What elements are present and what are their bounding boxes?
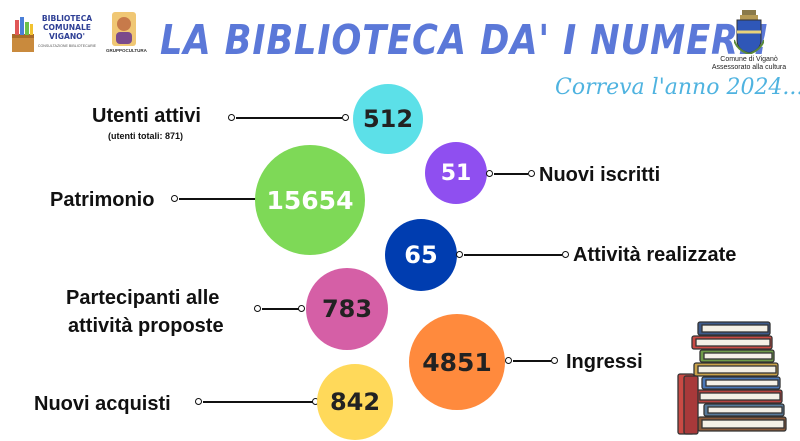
gruppocultura-logo: GRUPPOCULTURA [106, 12, 147, 56]
partecipanti-label-line2: attività proposte [68, 315, 224, 337]
connector-line [262, 308, 300, 310]
connector-dot [562, 251, 569, 258]
partecipanti-label-line1: Partecipanti alle [66, 287, 220, 309]
books-box-icon [12, 17, 34, 52]
municipal-crest-icon [734, 10, 764, 54]
nuovi-acquisti-label: Nuovi acquisti [34, 393, 171, 415]
comune-name: Comune di Viganò [720, 56, 778, 63]
utenti-attivi-circle: 512 [353, 84, 423, 154]
nuovi-acquisti-circle: 842 [317, 364, 393, 440]
page-title: LA BIBLIOTECA DA' I NUMERI! [160, 16, 770, 64]
book-stack-icon [677, 321, 787, 435]
attivita-label: Attività realizzate [573, 244, 737, 266]
nuovi-iscritti-label: Nuovi iscritti [539, 164, 661, 186]
patrimonio-circle: 15654 [255, 145, 365, 255]
connector-dot [528, 170, 535, 177]
utenti-attivi-label: Utenti attivi [92, 105, 201, 127]
attivita-circle: 65 [385, 219, 457, 291]
connector-line [203, 401, 318, 403]
nuovi-iscritti-circle: 51 [425, 142, 487, 204]
page-subtitle: Correva l'anno 2024... [555, 75, 800, 100]
partecipanti-circle: 783 [306, 268, 388, 350]
connector-line [464, 254, 562, 256]
portrait-icon [112, 12, 136, 46]
connector-dot [486, 170, 493, 177]
connector-dot [505, 357, 512, 364]
connector-dot [342, 114, 349, 121]
connector-line [179, 198, 256, 200]
ingressi-circle: 4851 [409, 314, 505, 410]
connector-dot [298, 305, 305, 312]
library-logo-tagline: CONSULTAZIONE BIBLIOTECARIE [37, 44, 97, 48]
connector-dot [228, 114, 235, 121]
connector-line [494, 173, 528, 175]
connector-line [236, 117, 342, 119]
utenti-totali-note: (utenti totali: 871) [108, 131, 184, 141]
connector-dot [171, 195, 178, 202]
connector-dot [254, 305, 261, 312]
library-logo-text: BIBLIOTECA COMUNALE VIGANO' [41, 14, 93, 41]
patrimonio-label: Patrimonio [50, 189, 155, 211]
comune-office: Assessorato alla cultura [711, 64, 787, 71]
library-logo: BIBLIOTECA COMUNALE VIGANO' CONSULTAZION… [10, 12, 98, 56]
connector-dot [456, 251, 463, 258]
connector-line [513, 360, 551, 362]
ingressi-label: Ingressi [566, 351, 643, 373]
connector-dot [195, 398, 202, 405]
connector-dot [551, 357, 558, 364]
